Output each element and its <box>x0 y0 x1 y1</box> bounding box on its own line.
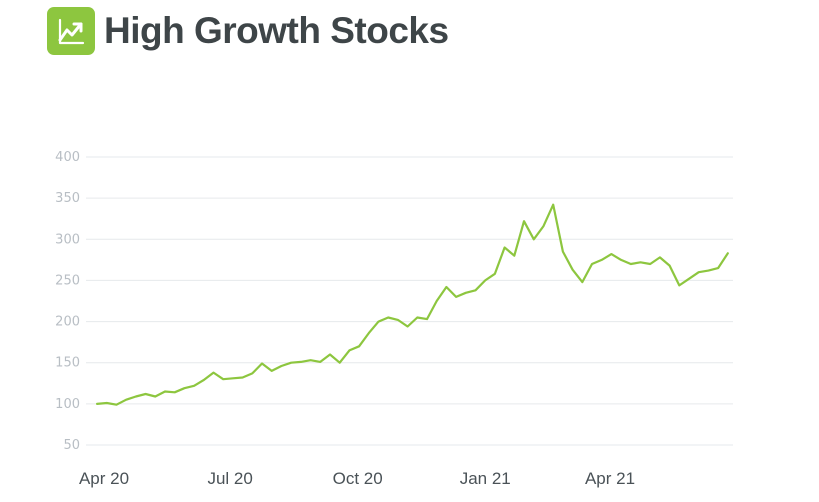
page-title: High Growth Stocks <box>104 10 449 51</box>
trending-up-icon <box>47 7 95 55</box>
y-tick-label: 400 <box>55 150 80 165</box>
y-tick-label: 350 <box>55 191 80 206</box>
x-tick-label: Apr 20 <box>79 469 129 488</box>
y-axis-ticks: 50 100 150 200 250 300 350 400 <box>55 150 80 453</box>
x-tick-label: Oct 20 <box>333 469 383 488</box>
x-tick-label: Apr 21 <box>585 469 635 488</box>
x-axis-ticks: Apr 20 Jul 20 Oct 20 Jan 21 Apr 21 <box>79 469 635 488</box>
y-tick-label: 300 <box>55 232 80 247</box>
grid-lines <box>86 156 733 446</box>
x-tick-label: Jan 21 <box>460 469 511 488</box>
y-tick-label: 50 <box>63 438 80 453</box>
series-line <box>96 203 729 406</box>
y-tick-label: 200 <box>55 315 80 330</box>
x-tick-label: Jul 20 <box>207 469 252 488</box>
y-tick-label: 100 <box>55 397 80 412</box>
chart-header: High Growth Stocks <box>47 6 449 56</box>
y-tick-label: 150 <box>55 356 80 371</box>
y-tick-label: 250 <box>55 273 80 288</box>
